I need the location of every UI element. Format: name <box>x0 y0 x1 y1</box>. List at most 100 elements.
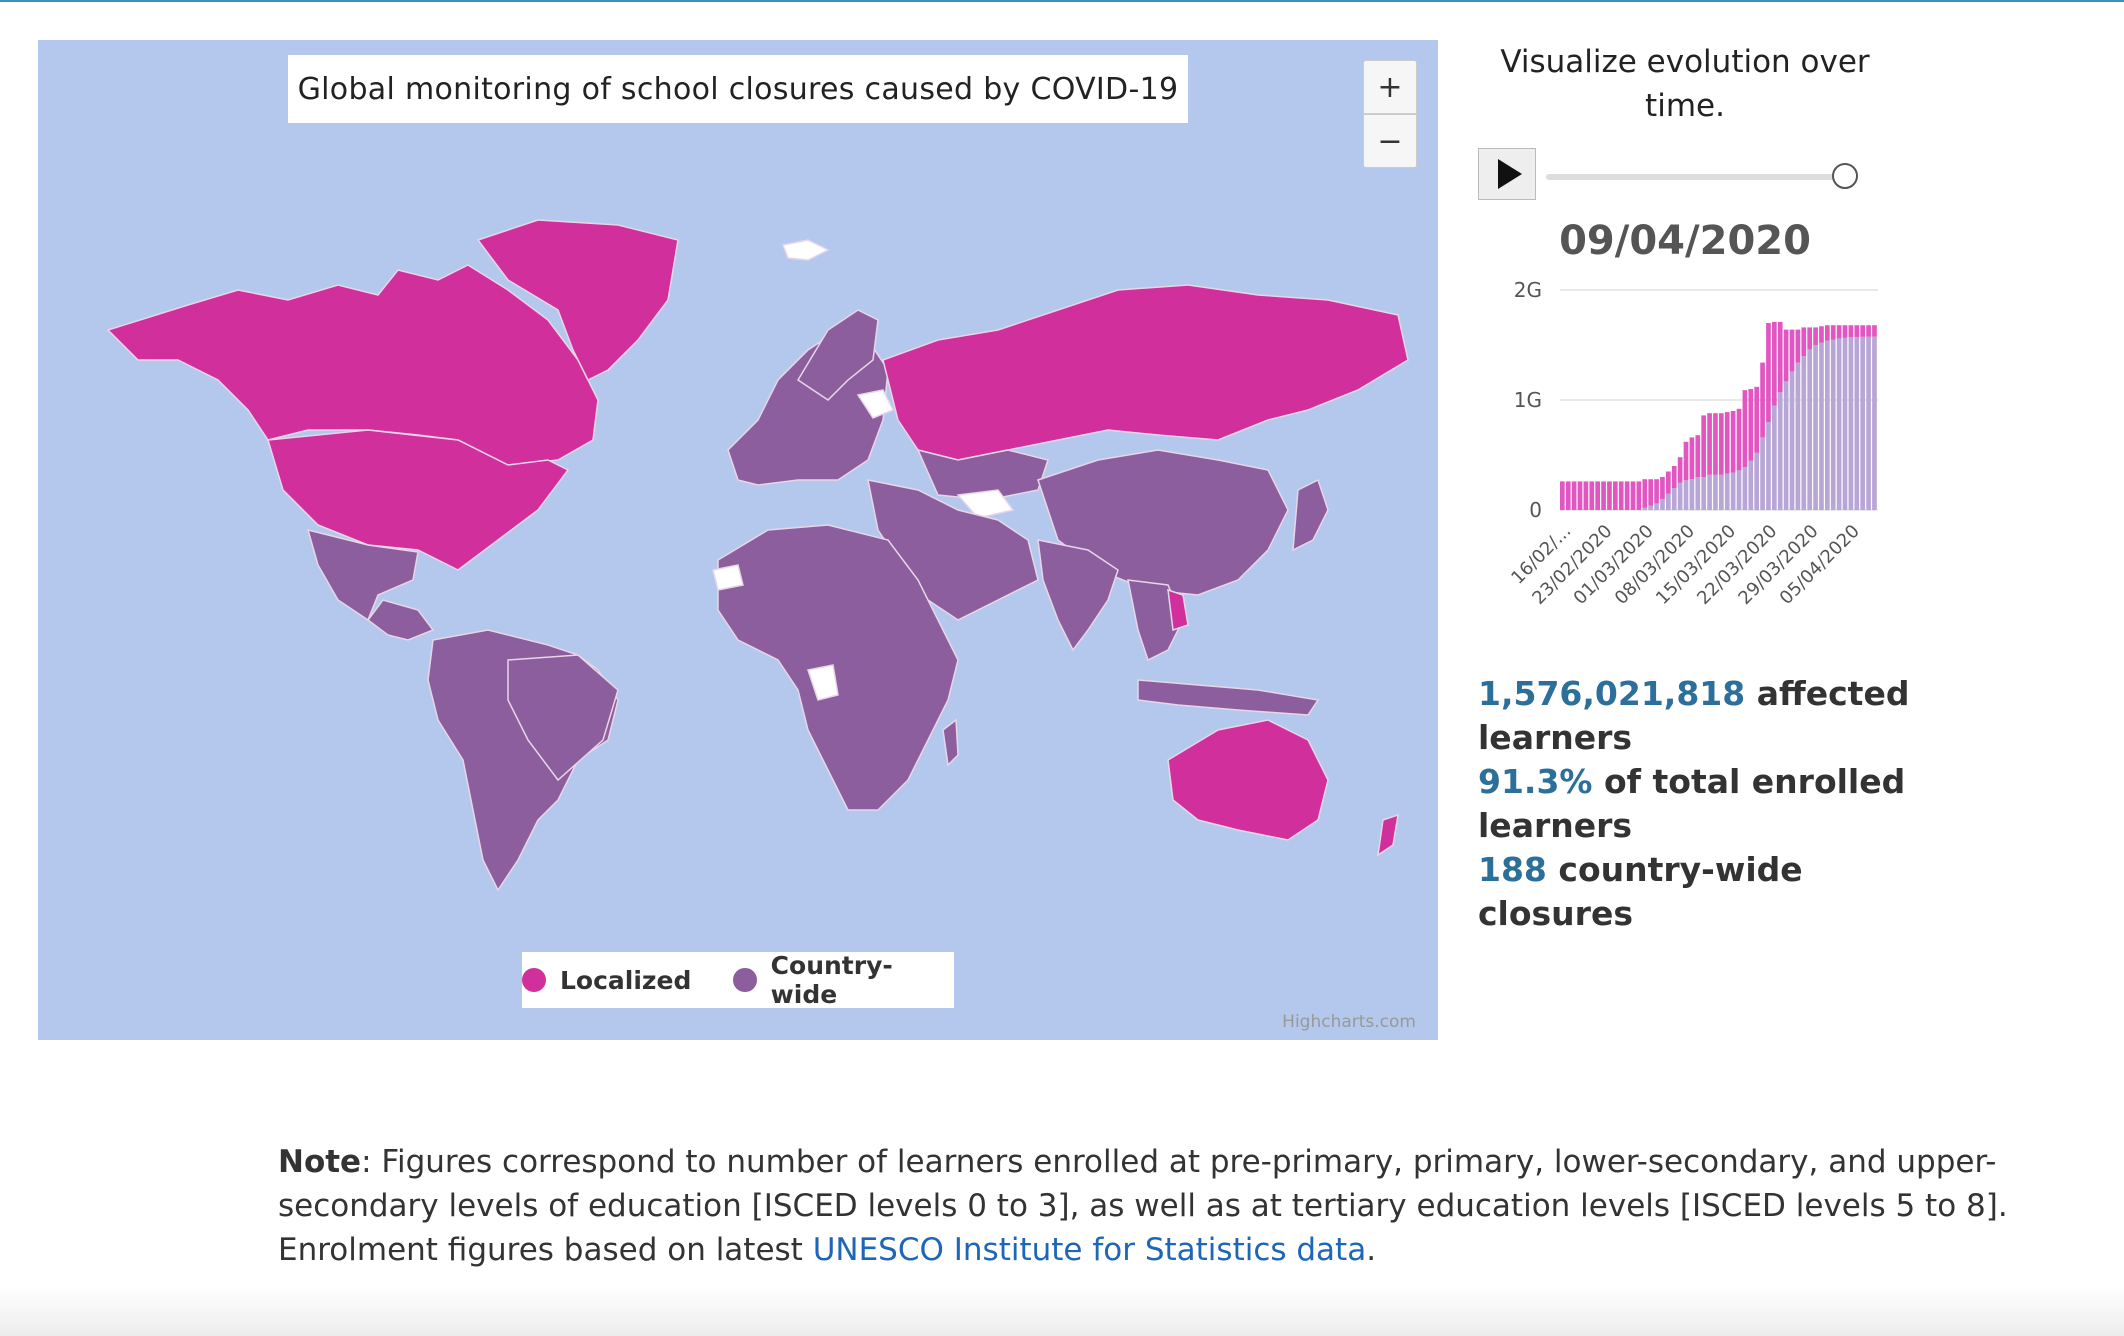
chart-bar-localized[interactable] <box>1607 481 1612 510</box>
region-greenland[interactable] <box>476 219 679 382</box>
chart-bar-country-wide[interactable] <box>1713 474 1718 510</box>
world-map[interactable] <box>38 40 1438 1040</box>
region-svalbard[interactable] <box>781 239 830 261</box>
chart-bar-country-wide[interactable] <box>1872 336 1877 510</box>
chart-bar-localized[interactable] <box>1648 479 1654 506</box>
region-indonesia[interactable] <box>1137 679 1320 716</box>
chart-bar-localized[interactable] <box>1801 327 1807 356</box>
chart-bar-localized[interactable] <box>1742 390 1748 468</box>
chart-bar-localized[interactable] <box>1783 329 1789 382</box>
chart-bar-country-wide[interactable] <box>1648 505 1654 510</box>
region-japan[interactable] <box>1292 478 1329 552</box>
chart-bar-localized[interactable] <box>1789 329 1795 372</box>
region-new-zealand[interactable] <box>1377 813 1399 857</box>
chart-bar-localized[interactable] <box>1601 481 1606 510</box>
region-usa[interactable] <box>267 429 570 571</box>
region-congo[interactable] <box>807 664 839 701</box>
chart-bar-localized[interactable] <box>1754 386 1760 453</box>
chart-bar-localized[interactable] <box>1872 325 1877 337</box>
region-western-sahara[interactable] <box>712 564 744 591</box>
chart-bar-country-wide[interactable] <box>1813 345 1818 510</box>
chart-bar-localized[interactable] <box>1860 325 1866 337</box>
chart-bar-country-wide[interactable] <box>1677 482 1683 511</box>
chart-bar-country-wide[interactable] <box>1819 342 1824 510</box>
chart-bar-localized[interactable] <box>1560 481 1565 510</box>
chart-bar-country-wide[interactable] <box>1801 356 1807 510</box>
chart-bar-country-wide[interactable] <box>1760 437 1765 510</box>
chart-bar-localized[interactable] <box>1760 362 1765 438</box>
chart-bar-country-wide[interactable] <box>1671 488 1677 510</box>
chart-bar-localized[interactable] <box>1736 408 1742 471</box>
chart-bar-localized[interactable] <box>1565 481 1571 510</box>
chart-bar-country-wide[interactable] <box>1748 460 1754 511</box>
chart-bar-localized[interactable] <box>1795 329 1801 363</box>
chart-bar-localized[interactable] <box>1642 479 1648 508</box>
learners-timeline-chart[interactable]: 01G2G16/02/...23/02/202001/03/202008/03/… <box>1470 270 1890 660</box>
chart-bar-localized[interactable] <box>1719 413 1724 475</box>
region-canada[interactable] <box>106 264 599 466</box>
chart-bar-country-wide[interactable] <box>1730 472 1736 510</box>
play-button[interactable] <box>1478 148 1536 200</box>
chart-bar-localized[interactable] <box>1854 325 1860 338</box>
chart-bar-country-wide[interactable] <box>1807 349 1813 510</box>
chart-bar-localized[interactable] <box>1777 321 1783 393</box>
chart-bar-localized[interactable] <box>1613 481 1618 510</box>
region-central-america[interactable] <box>366 599 435 641</box>
chart-bar-localized[interactable] <box>1618 481 1624 510</box>
chart-bar-localized[interactable] <box>1595 481 1601 510</box>
chart-bar-localized[interactable] <box>1660 477 1665 499</box>
chart-bar-localized[interactable] <box>1695 435 1701 477</box>
chart-bar-localized[interactable] <box>1766 323 1771 422</box>
chart-bar-localized[interactable] <box>1807 327 1813 350</box>
timeline-slider-handle[interactable] <box>1832 163 1858 189</box>
chart-bar-country-wide[interactable] <box>1830 339 1836 511</box>
region-turkmenistan[interactable] <box>956 489 1015 519</box>
chart-bar-country-wide[interactable] <box>1736 470 1742 510</box>
chart-bar-country-wide[interactable] <box>1789 371 1795 510</box>
chart-bar-country-wide[interactable] <box>1854 337 1860 510</box>
region-mexico[interactable] <box>306 528 419 622</box>
chart-bar-localized[interactable] <box>1624 481 1630 510</box>
region-kazakhstan[interactable] <box>916 448 1049 501</box>
chart-bar-localized[interactable] <box>1577 481 1583 510</box>
chart-bar-localized[interactable] <box>1583 481 1589 510</box>
chart-bar-localized[interactable] <box>1772 321 1777 406</box>
chart-bar-country-wide[interactable] <box>1707 474 1712 510</box>
chart-bar-country-wide[interactable] <box>1683 480 1689 510</box>
chart-bar-country-wide[interactable] <box>1719 474 1724 510</box>
chart-bar-localized[interactable] <box>1701 415 1707 477</box>
chart-bar-country-wide[interactable] <box>1666 493 1671 511</box>
chart-bar-localized[interactable] <box>1666 471 1671 494</box>
legend-item-localized[interactable]: Localized <box>522 966 691 995</box>
chart-bar-localized[interactable] <box>1819 326 1824 343</box>
chart-bar-country-wide[interactable] <box>1660 499 1665 510</box>
chart-bar-country-wide[interactable] <box>1772 405 1777 511</box>
chart-bar-country-wide[interactable] <box>1642 507 1648 510</box>
chart-bar-country-wide[interactable] <box>1866 336 1871 510</box>
chart-bar-country-wide[interactable] <box>1836 338 1842 510</box>
chart-bar-localized[interactable] <box>1730 411 1736 473</box>
zoom-out-button[interactable]: − <box>1363 114 1417 168</box>
region-india[interactable] <box>1037 539 1119 652</box>
highcharts-credits-link[interactable]: Highcharts.com <box>1282 1012 1416 1032</box>
chart-bar-localized[interactable] <box>1836 325 1842 339</box>
chart-bar-country-wide[interactable] <box>1689 479 1695 510</box>
uis-data-link[interactable]: UNESCO Institute for Statistics data <box>812 1232 1367 1268</box>
timeline-slider[interactable] <box>1546 174 1846 180</box>
chart-bar-country-wide[interactable] <box>1842 337 1848 510</box>
chart-bar-localized[interactable] <box>1748 389 1754 461</box>
region-africa[interactable] <box>717 524 959 811</box>
chart-bar-localized[interactable] <box>1671 466 1677 488</box>
chart-bar-localized[interactable] <box>1571 481 1577 510</box>
region-madagascar[interactable] <box>942 718 959 767</box>
legend-item-country-wide[interactable]: Country-wide <box>733 951 954 1009</box>
region-australia[interactable] <box>1167 719 1329 841</box>
chart-bar-localized[interactable] <box>1630 481 1636 510</box>
chart-bar-country-wide[interactable] <box>1795 362 1801 510</box>
region-belarus[interactable] <box>856 389 895 419</box>
chart-bar-localized[interactable] <box>1654 479 1659 504</box>
chart-bar-localized[interactable] <box>1724 412 1730 474</box>
chart-bar-country-wide[interactable] <box>1777 392 1783 510</box>
chart-bar-localized[interactable] <box>1866 325 1871 337</box>
chart-bar-localized[interactable] <box>1830 325 1836 340</box>
